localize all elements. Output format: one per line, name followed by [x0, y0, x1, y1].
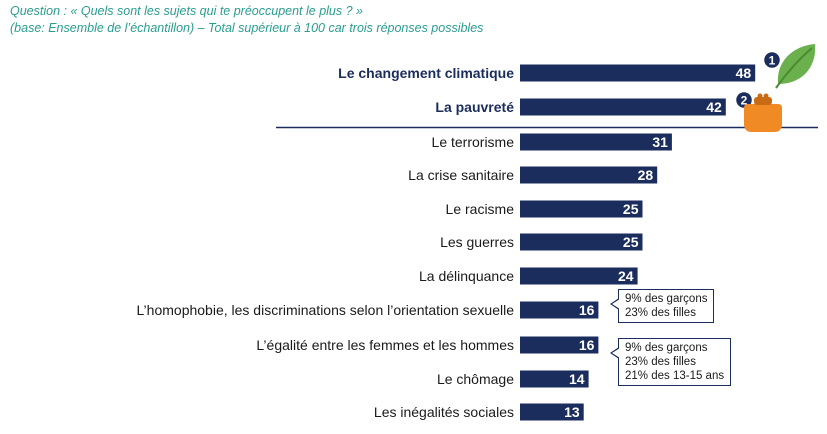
callout-line: 23% des filles [625, 307, 696, 319]
bar [520, 267, 638, 285]
bar [520, 166, 658, 184]
question-base-note: (base: Ensemble de l’échantillon) – Tota… [10, 21, 484, 35]
value-label: 14 [569, 371, 585, 387]
bar [520, 336, 599, 354]
category-label: Le chômage [437, 371, 514, 387]
category-label: Le terrorisme [432, 134, 515, 150]
callout-line: 23% des filles [625, 356, 696, 368]
value-label: 16 [579, 337, 595, 353]
callout-homophobie: 9% des garçons 23% des filles [610, 289, 715, 323]
svg-text:1: 1 [769, 54, 776, 68]
callout-line: 21% des 13-15 ans [625, 370, 725, 382]
category-label: La crise sanitaire [408, 167, 514, 183]
value-label: 48 [736, 65, 752, 81]
bar [520, 133, 672, 151]
purse-icon [744, 93, 782, 132]
leaf-icon [775, 44, 816, 89]
category-label: La délinquance [419, 268, 514, 284]
value-label: 25 [623, 201, 639, 217]
callout-line: 9% des garçons [625, 342, 708, 354]
value-label: 28 [638, 167, 654, 183]
value-label: 31 [652, 134, 668, 150]
callout-line: 9% des garçons [625, 293, 708, 305]
callout-egalite: 9% des garçons 23% des filles 21% des 13… [610, 338, 732, 386]
value-label: 13 [564, 404, 580, 420]
bar [520, 403, 584, 421]
value-label: 16 [579, 302, 595, 318]
bar [520, 98, 726, 116]
category-label: Les guerres [440, 234, 514, 250]
bar [520, 64, 756, 82]
value-label: 42 [706, 99, 722, 115]
question-title: Question : « Quels sont les sujets qui t… [10, 4, 363, 18]
category-label: La pauvreté [435, 99, 514, 115]
category-label: Les inégalités sociales [374, 404, 514, 420]
value-label: 24 [618, 268, 634, 284]
rank-badge: 1 [762, 50, 782, 70]
svg-text:2: 2 [741, 94, 748, 108]
category-label: Le racisme [446, 201, 515, 217]
bar [520, 301, 599, 319]
bar [520, 233, 643, 251]
category-label: L’égalité entre les femmes et les hommes [256, 337, 514, 353]
value-label: 25 [623, 234, 639, 250]
bar [520, 370, 589, 388]
category-label: L’homophobie, les discriminations selon … [137, 302, 515, 318]
category-label: Le changement climatique [338, 65, 514, 81]
bar [520, 200, 643, 218]
